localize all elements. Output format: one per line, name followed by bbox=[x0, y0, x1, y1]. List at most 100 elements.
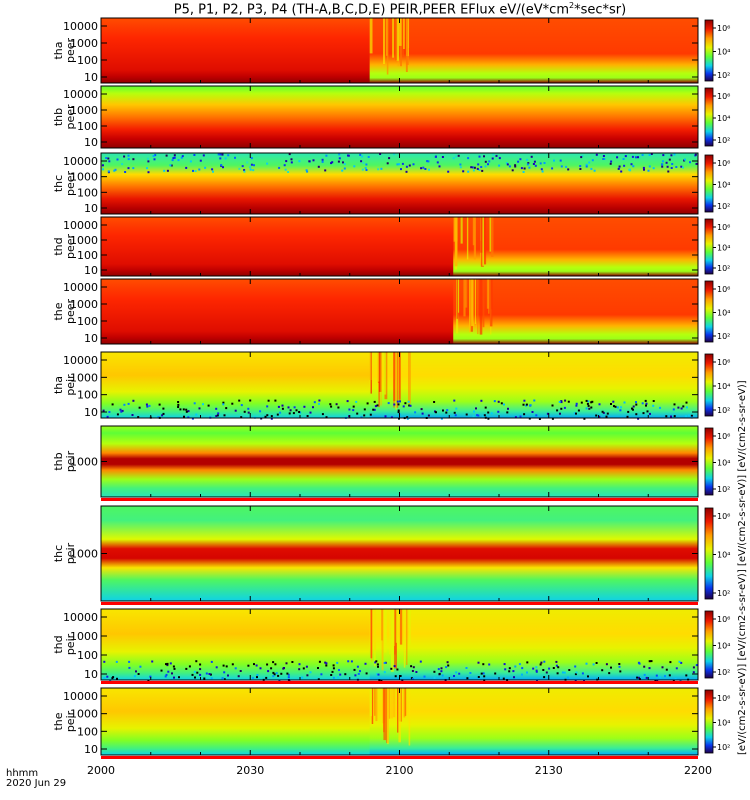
noise-speck bbox=[188, 665, 191, 668]
noise-speck bbox=[532, 667, 535, 670]
transition-streak bbox=[381, 609, 383, 641]
noise-speck bbox=[637, 661, 640, 664]
noise-speck bbox=[165, 673, 168, 676]
noise-speck bbox=[267, 670, 270, 673]
x-tick-label: 2130 bbox=[534, 764, 563, 777]
noise-speck bbox=[466, 677, 469, 680]
transition-streak bbox=[375, 688, 378, 722]
colorbar-tick-label: 10⁶ bbox=[717, 92, 730, 101]
transition-streak bbox=[403, 609, 406, 668]
noise-speck bbox=[523, 399, 526, 402]
noise-speck bbox=[467, 170, 470, 173]
spectrogram-field bbox=[101, 426, 698, 497]
noise-speck bbox=[492, 153, 495, 156]
time-axis-labels: hhmm 2020 Jun 29 2000 2030 2100 2130 2200 bbox=[0, 760, 750, 800]
noise-speck bbox=[353, 165, 356, 168]
noise-speck bbox=[593, 169, 596, 172]
noise-speck bbox=[543, 676, 546, 679]
noise-speck bbox=[558, 400, 561, 403]
noise-speck bbox=[467, 157, 470, 160]
noise-speck bbox=[338, 157, 341, 160]
transition-streak bbox=[457, 279, 460, 313]
noise-speck bbox=[503, 403, 505, 406]
noise-speck bbox=[221, 677, 224, 680]
transition-streak bbox=[404, 688, 407, 716]
noise-speck bbox=[661, 165, 664, 168]
noise-speck bbox=[616, 406, 619, 409]
noise-speck bbox=[511, 169, 514, 172]
colorbar-tick-label: 10² bbox=[717, 668, 730, 677]
noise-speck bbox=[376, 663, 379, 666]
noise-speck bbox=[215, 407, 218, 410]
noise-speck bbox=[107, 170, 110, 173]
transition-streak bbox=[405, 18, 408, 72]
noise-speck bbox=[574, 679, 577, 682]
noise-speck bbox=[355, 400, 358, 403]
noise-speck bbox=[109, 679, 112, 682]
spectrogram-panel-tha-peir: 10000 1000 100 10 tha peir 10⁶ 10⁴ 10² bbox=[52, 351, 730, 420]
colorbar bbox=[704, 87, 714, 147]
noise-speck bbox=[587, 400, 590, 403]
noise-speck bbox=[360, 416, 363, 419]
noise-speck bbox=[602, 411, 605, 414]
spectrogram-panel-thc-peer: 10000 1000 100 10 thc peer 10⁶ 10⁴ 10² bbox=[52, 152, 730, 215]
noise-speck bbox=[631, 155, 634, 158]
colorbar-tick-label: 10⁴ bbox=[717, 48, 730, 57]
noise-speck bbox=[210, 660, 213, 663]
transition-streak bbox=[396, 18, 399, 61]
panel-label-line: peir bbox=[64, 710, 77, 732]
noise-speck bbox=[685, 674, 688, 677]
noise-speck bbox=[111, 677, 114, 680]
noise-speck bbox=[402, 405, 405, 408]
noise-speck bbox=[528, 417, 531, 420]
noise-speck bbox=[108, 411, 111, 413]
noise-speck bbox=[680, 165, 683, 168]
y-tick-label: 10 bbox=[84, 264, 98, 277]
noise-speck bbox=[373, 400, 376, 403]
noise-speck bbox=[514, 665, 517, 668]
noise-speck bbox=[539, 663, 542, 666]
noise-speck bbox=[270, 667, 273, 670]
noise-speck bbox=[165, 663, 167, 666]
noise-speck bbox=[289, 409, 292, 412]
colorbar-tick-label: 10² bbox=[717, 743, 730, 752]
noise-speck bbox=[533, 399, 536, 402]
noise-speck bbox=[116, 158, 119, 161]
noise-speck bbox=[470, 166, 473, 169]
noise-speck bbox=[306, 170, 309, 173]
panel-separator-stripe bbox=[101, 498, 698, 501]
noise-speck bbox=[147, 160, 150, 163]
y-tick-label: 10000 bbox=[63, 281, 98, 294]
noise-speck bbox=[605, 663, 608, 666]
noise-speck bbox=[107, 157, 110, 160]
noise-speck bbox=[488, 160, 491, 163]
noise-speck bbox=[209, 673, 212, 676]
noise-speck bbox=[127, 158, 130, 161]
colorbar-tick-label: 10⁶ bbox=[717, 24, 730, 33]
noise-speck bbox=[325, 416, 328, 419]
noise-speck bbox=[135, 670, 137, 673]
noise-speck bbox=[581, 154, 584, 157]
noise-speck bbox=[365, 169, 368, 171]
noise-speck bbox=[376, 673, 379, 676]
noise-speck bbox=[339, 673, 342, 676]
noise-speck bbox=[124, 171, 127, 173]
noise-speck bbox=[508, 165, 511, 168]
colorbar bbox=[704, 154, 714, 213]
noise-speck bbox=[162, 412, 165, 415]
noise-speck bbox=[123, 155, 126, 158]
noise-speck bbox=[480, 166, 483, 168]
y-tick-label: 10 bbox=[84, 743, 98, 756]
noise-speck bbox=[519, 415, 522, 418]
noise-speck bbox=[234, 667, 237, 670]
panel-label-line: peer bbox=[64, 38, 77, 64]
noise-speck bbox=[147, 679, 150, 682]
transition-streak bbox=[386, 18, 389, 75]
noise-speck bbox=[132, 158, 135, 161]
noise-speck bbox=[626, 415, 629, 418]
noise-speck bbox=[452, 157, 455, 160]
noise-speck bbox=[673, 403, 676, 406]
noise-speck bbox=[388, 157, 391, 160]
colorbar bbox=[704, 507, 714, 600]
noise-speck bbox=[189, 160, 192, 163]
